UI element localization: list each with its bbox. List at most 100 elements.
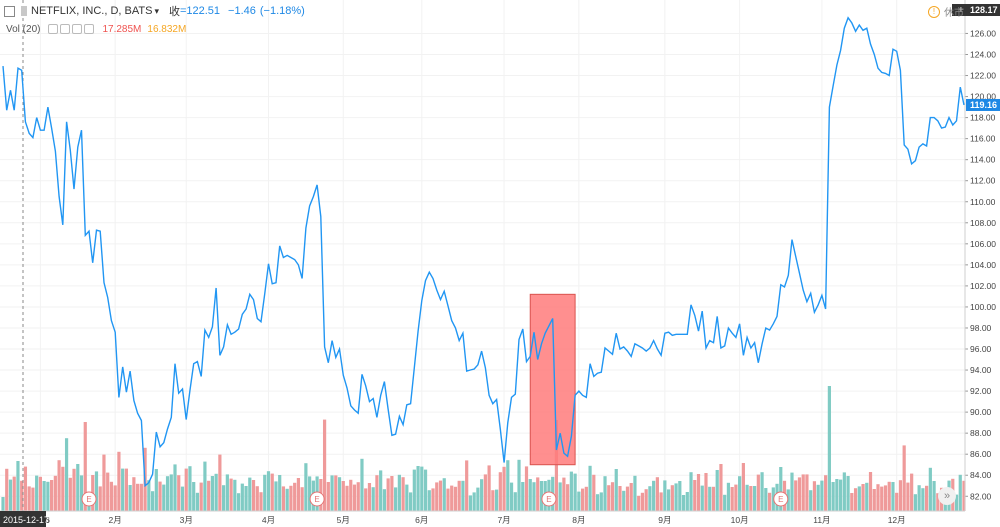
volume-label[interactable]: Vol (20) <box>6 23 41 35</box>
volume-bar <box>685 492 689 511</box>
volume-bar <box>412 469 416 511</box>
y-tick-label: 92.00 <box>970 386 992 396</box>
volume-bar <box>506 460 510 511</box>
volume-bar <box>648 486 652 511</box>
x-tick-label: 12月 <box>888 515 906 525</box>
volume-bar <box>745 484 749 511</box>
volume-bar <box>839 479 843 511</box>
volume-bar <box>962 480 966 511</box>
chevron-down-icon[interactable]: ▾ <box>154 5 159 16</box>
collapse-icon[interactable] <box>4 5 15 17</box>
volume-bar <box>738 476 742 511</box>
volume-bar <box>210 476 215 511</box>
volume-bar <box>614 469 618 511</box>
volume-bar <box>752 486 757 511</box>
y-tick-label: 88.00 <box>970 428 992 438</box>
volume-bar <box>603 476 607 511</box>
volume-bar <box>588 465 592 511</box>
info-icon[interactable]: ! <box>928 5 940 18</box>
volume-bar <box>326 482 330 511</box>
volume-bar <box>397 474 401 511</box>
volume-bar <box>154 469 158 511</box>
x-tick-label: 6月 <box>415 515 428 525</box>
volume-bar <box>700 485 704 511</box>
volume-bar <box>446 488 450 511</box>
volume-bar <box>177 475 181 511</box>
source-icon[interactable] <box>72 24 83 34</box>
volume-bar <box>472 492 476 511</box>
volume-bar <box>274 481 278 511</box>
symbol-header: NETFLIX, INC., D, BATS ▾ 收 =122.51 −1.46… <box>4 3 305 19</box>
close-icon[interactable] <box>84 24 95 34</box>
volume-bar <box>846 476 850 511</box>
volume-bar <box>876 484 880 511</box>
volume-bar <box>607 485 611 511</box>
volume-bar <box>480 479 484 511</box>
volume-bar <box>416 466 420 511</box>
volume-bar <box>891 482 895 511</box>
volume-bar <box>371 487 375 511</box>
volume-bar <box>595 494 600 511</box>
volume-bar <box>214 473 218 511</box>
volume-bar <box>805 474 809 511</box>
volume-bar <box>696 474 701 511</box>
volume-bar <box>259 492 263 511</box>
volume-bar <box>27 486 31 511</box>
volume-bar <box>367 483 372 511</box>
volume-bar <box>136 483 140 511</box>
volume-bar <box>767 492 772 511</box>
volume-bar <box>659 492 663 511</box>
volume-bar <box>584 486 588 511</box>
volume-bar <box>487 465 491 511</box>
volume-bar <box>895 492 899 511</box>
volume-bar <box>715 470 719 511</box>
volume-bar <box>124 468 128 511</box>
volume-bar <box>925 485 929 511</box>
volume-bar <box>150 491 155 511</box>
volume-bar <box>928 467 932 511</box>
flag-icon[interactable] <box>21 6 27 16</box>
volume-bar <box>622 490 626 511</box>
symbol-title[interactable]: NETFLIX, INC., D, BATS <box>31 5 153 17</box>
volume-bar <box>618 486 622 511</box>
volume-bar <box>509 482 514 511</box>
volume-bar <box>465 460 469 511</box>
y-tick-label: 120.00 <box>970 92 996 102</box>
volume-bar <box>857 486 861 511</box>
volume-bar <box>850 493 854 511</box>
volume-bar <box>812 481 817 511</box>
volume-bar <box>468 495 473 511</box>
volume-bar <box>5 468 9 511</box>
volume-bar <box>917 485 921 511</box>
volume-bar <box>936 493 940 511</box>
y-tick-label: 118.00 <box>970 113 996 123</box>
volume-bar <box>20 480 24 511</box>
volume-bar <box>536 477 540 511</box>
volume-bar <box>655 477 659 511</box>
volume-bar <box>293 482 297 511</box>
volume-bar <box>868 472 873 511</box>
volume-bar <box>98 486 102 511</box>
volume-bar <box>139 483 143 511</box>
volume-bar <box>502 466 506 511</box>
earnings-marker-label: E <box>314 495 319 504</box>
volume-bar <box>554 420 559 511</box>
volume-bar <box>438 480 443 511</box>
scroll-right-icon[interactable]: » <box>938 487 956 505</box>
volume-bar <box>334 475 338 511</box>
settings-icon[interactable] <box>60 24 71 34</box>
volume-bar <box>678 481 682 511</box>
y-tick-label: 94.00 <box>970 365 992 375</box>
volume-bar <box>72 468 76 511</box>
y-tick-label: 96.00 <box>970 344 992 354</box>
volume-bar <box>12 476 16 511</box>
eye-icon[interactable] <box>48 24 59 34</box>
volume-bar <box>229 478 233 511</box>
volume-bar <box>756 474 760 511</box>
volume-bar <box>278 475 282 511</box>
volume-bar <box>723 494 727 511</box>
volume-bar <box>296 478 301 511</box>
x-tick-label: 10月 <box>731 515 749 525</box>
volume-bar <box>521 482 525 511</box>
